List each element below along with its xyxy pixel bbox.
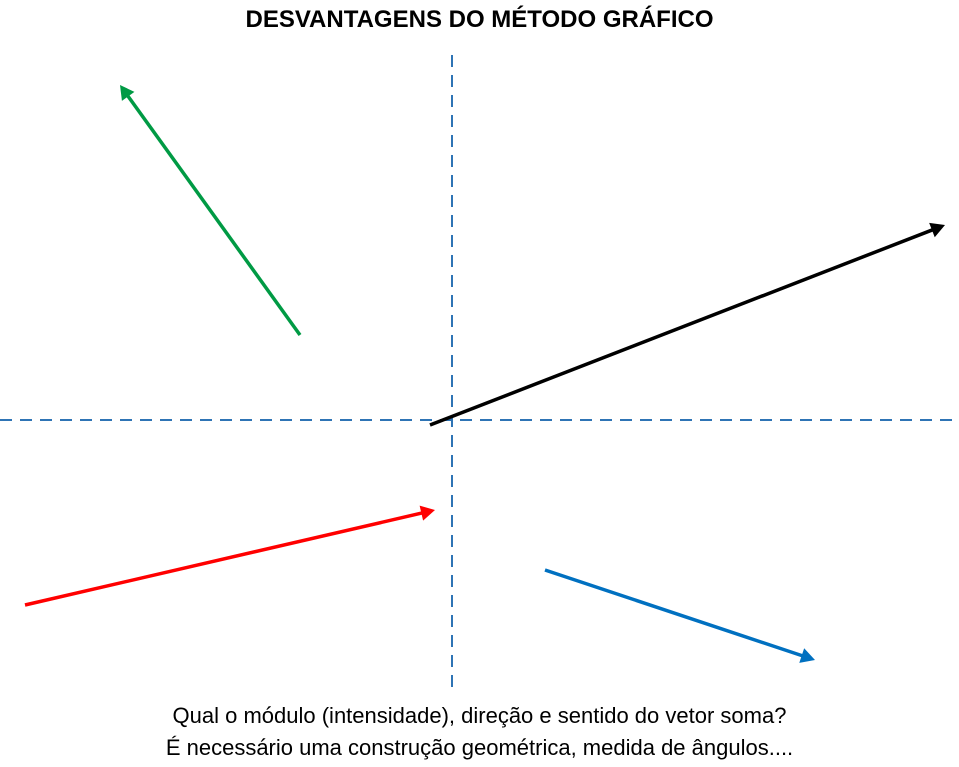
red-vector-head	[420, 506, 435, 521]
green-vector-head	[120, 85, 134, 101]
caption-line-2: É necessário uma construção geométrica, …	[0, 735, 959, 761]
caption-line-1: Qual o módulo (intensidade), direção e s…	[0, 703, 959, 729]
black-vector-shaft	[430, 230, 933, 425]
blue-vector-shaft	[545, 570, 803, 656]
vector-diagram	[0, 0, 959, 767]
green-vector-shaft	[127, 95, 300, 335]
red-vector-shaft	[25, 513, 423, 605]
